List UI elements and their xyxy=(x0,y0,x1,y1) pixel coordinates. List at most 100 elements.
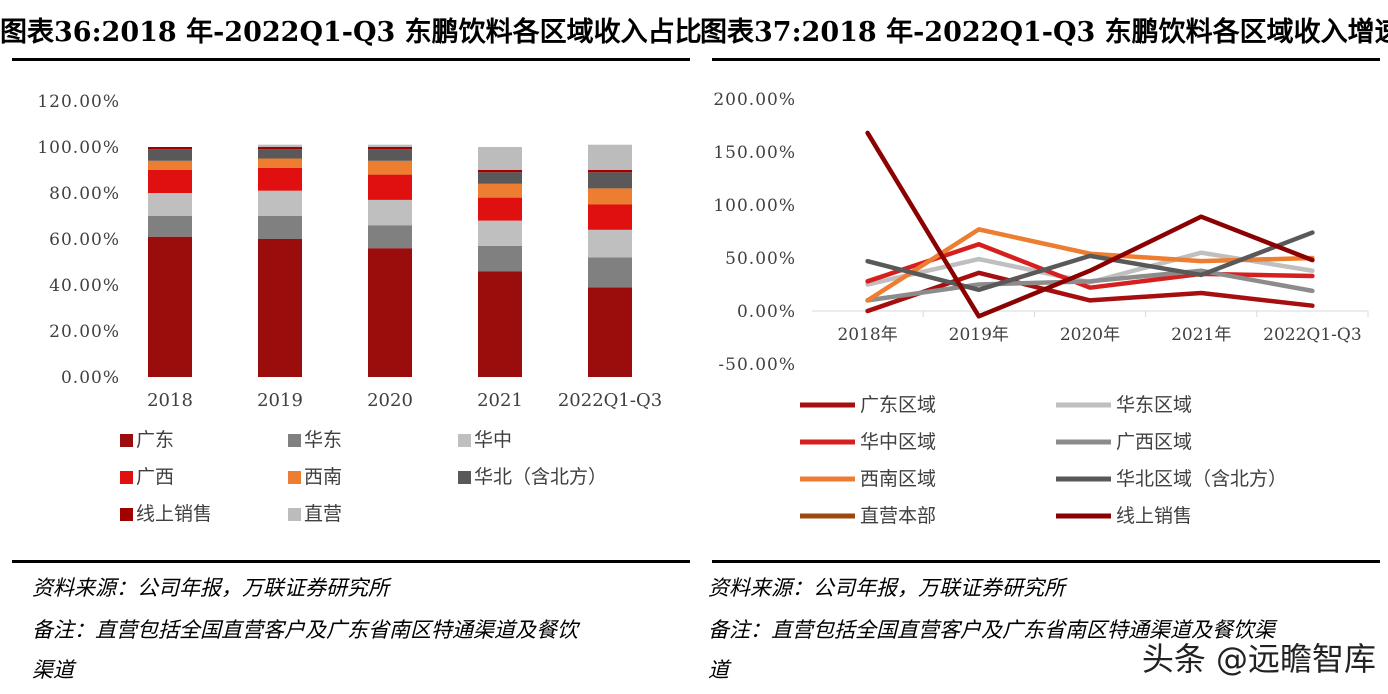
y-tick-label: 150.00% xyxy=(713,143,796,163)
right-chart-title: 图表37:2018 年-2022Q1-Q3 东鹏饮料各区域收入增速 xyxy=(700,17,1388,48)
x-tick-label: 2022Q1-Q3 xyxy=(558,390,662,411)
legend-label: 线上销售 xyxy=(1116,505,1192,527)
bar-segment xyxy=(148,149,192,161)
legend-swatch xyxy=(458,471,471,484)
bar-segment xyxy=(368,160,412,175)
legend-label: 直营本部 xyxy=(860,505,936,527)
y-tick-label: 0.00% xyxy=(737,302,796,322)
bar-segment xyxy=(148,193,192,216)
bar-segment xyxy=(588,144,632,170)
right-chart-panel: 图表37:2018 年-2022Q1-Q3 东鹏饮料各区域收入增速 -50.00… xyxy=(700,0,1388,694)
legend-label: 西南 xyxy=(304,466,342,488)
legend-swatch xyxy=(288,471,301,484)
bar-segment xyxy=(368,149,412,161)
bar-segment xyxy=(588,170,632,173)
legend-swatch xyxy=(120,471,133,484)
y-tick-label: 100.00% xyxy=(713,196,796,216)
bar-segment xyxy=(258,147,302,150)
legend-swatch xyxy=(120,508,133,521)
x-tick-label: 2022Q1-Q3 xyxy=(1263,325,1362,345)
bar-segment xyxy=(478,220,522,246)
watermark: 头条 @远瞻智库 xyxy=(1141,640,1376,678)
left-chart-title: 图表36:2018 年-2022Q1-Q3 东鹏饮料各区域收入占比 xyxy=(0,17,702,48)
legend-label: 直营 xyxy=(304,503,342,525)
bar-segment xyxy=(368,144,412,147)
right-footer-rule xyxy=(712,560,1380,563)
bar-segment xyxy=(478,172,522,184)
x-tick-label: 2018 xyxy=(147,390,193,411)
left-stacked-bar-chart: 0.00% 20.00% 40.00% 60.00% 80.00% 100.00% 120.… xyxy=(37,92,662,525)
y-tick-label: 120.00% xyxy=(37,92,120,112)
bar-segment xyxy=(148,216,192,237)
legend-label: 广东区域 xyxy=(860,394,936,416)
y-tick-label: 20.00% xyxy=(49,322,120,342)
left-remark-line2: 渠道 xyxy=(32,658,74,682)
x-tick-label: 2020 xyxy=(367,390,413,411)
legend-label: 华北区域（含北方） xyxy=(1116,468,1287,490)
bar-segment xyxy=(148,170,192,193)
x-tick-label: 2020年 xyxy=(1060,325,1120,345)
y-tick-label: 200.00% xyxy=(713,90,796,110)
legend-label: 华北（含北方） xyxy=(474,466,607,488)
right-source-note: 资料来源：公司年报，万联证券研究所 xyxy=(708,576,1065,600)
bar-segment xyxy=(588,287,632,377)
bar-segment xyxy=(368,248,412,377)
bar-segment xyxy=(368,225,412,249)
right-title-rule xyxy=(712,58,1380,61)
left-source-note: 资料来源：公司年报，万联证券研究所 xyxy=(32,576,389,600)
series-line xyxy=(865,268,1315,303)
legend-swatch xyxy=(458,434,471,447)
bar-segment xyxy=(478,197,522,221)
bar-segment xyxy=(258,167,302,191)
legend-label: 华中区域 xyxy=(860,431,936,453)
bar-segment xyxy=(588,229,632,258)
legend-label: 华东 xyxy=(304,429,342,451)
right-remark-line1: 备注：直营包括全国直营客户及广东省南区特通渠道及餐饮渠 xyxy=(708,618,1275,642)
bar-segment xyxy=(148,236,192,377)
bar-segment xyxy=(258,158,302,168)
legend-label: 广东 xyxy=(136,429,174,451)
bar-segment xyxy=(258,239,302,377)
legend-label: 广西 xyxy=(136,466,174,488)
legend-swatch xyxy=(288,508,301,521)
left-remark-line1: 备注：直营包括全国直营客户及广东省南区特通渠道及餐饮 xyxy=(32,618,578,642)
legend-label: 华中 xyxy=(474,429,512,451)
series-line xyxy=(865,130,1315,319)
y-tick-label: 0.00% xyxy=(61,368,120,388)
x-tick-label: 2021年 xyxy=(1171,325,1231,345)
y-tick-label: 80.00% xyxy=(49,184,120,204)
bar-segment xyxy=(478,147,522,170)
right-line-chart: -50.00% 0.00% 50.00% 100.00% 150.00% 200.00% 2… xyxy=(713,90,1369,527)
y-tick-label: 50.00% xyxy=(725,249,796,269)
bar-segment xyxy=(258,216,302,239)
y-tick-label: 100.00% xyxy=(37,138,120,158)
legend-label: 广西区域 xyxy=(1116,431,1192,453)
bar-segment xyxy=(588,257,632,288)
right-remark-line2: 道 xyxy=(708,658,729,682)
legend-label: 西南区域 xyxy=(860,468,936,490)
bar-segment xyxy=(148,160,192,170)
bar-segment xyxy=(588,204,632,230)
bar-segment xyxy=(258,149,302,159)
legend-swatch xyxy=(288,434,301,447)
x-tick-label: 2019年 xyxy=(949,325,1009,345)
bar-segment xyxy=(478,245,522,272)
left-chart-panel: 图表36:2018 年-2022Q1-Q3 东鹏饮料各区域收入占比 0.00% 2… xyxy=(0,0,702,694)
bar-segment xyxy=(368,174,412,200)
x-tick-label: 2021 xyxy=(477,390,523,411)
x-tick-label: 2019 xyxy=(257,390,303,411)
x-tick-label: 2018年 xyxy=(837,325,897,345)
bar-segment xyxy=(478,271,522,377)
left-footer-rule xyxy=(12,560,690,563)
bar-segment xyxy=(588,172,632,189)
bar-segment xyxy=(478,183,522,198)
bar-segment xyxy=(368,147,412,150)
series-line xyxy=(865,230,1315,293)
left-title-rule xyxy=(12,58,690,61)
legend-label: 线上销售 xyxy=(136,503,212,525)
bar-segment xyxy=(148,147,192,150)
bar-segment xyxy=(368,199,412,226)
series-line xyxy=(865,270,1315,314)
y-tick-label: -50.00% xyxy=(718,355,796,375)
y-tick-label: 40.00% xyxy=(49,276,120,296)
